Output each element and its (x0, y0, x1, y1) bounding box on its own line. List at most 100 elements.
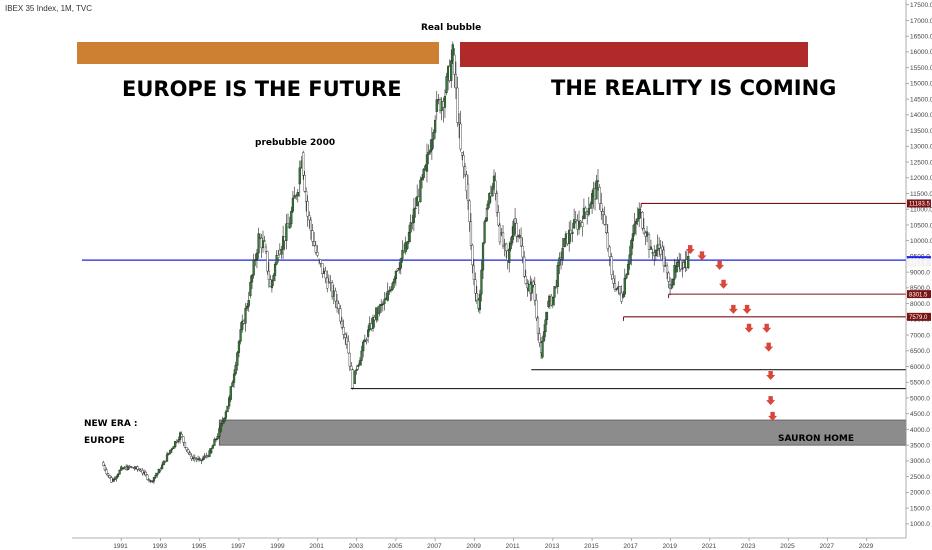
candle-body (454, 74, 458, 89)
candle-body (556, 265, 559, 287)
y-tick-label: 8000.0 (910, 301, 930, 308)
candle-body (200, 459, 203, 462)
candle-body (211, 445, 214, 449)
candle-body (255, 252, 259, 260)
candle-body (393, 278, 396, 284)
y-tick-label: 14000.0 (910, 112, 932, 119)
candle-body (505, 243, 508, 252)
candle-body (313, 241, 316, 246)
candle-body (631, 233, 635, 241)
down-arrow-icon (744, 323, 754, 333)
candle-body (523, 256, 526, 277)
candle-body (331, 282, 334, 297)
candle-body (362, 341, 365, 352)
candle-body (277, 255, 280, 258)
x-tick-label: 1993 (152, 543, 167, 550)
y-tick-label: 9000.0 (910, 269, 930, 276)
candle-body (232, 373, 236, 383)
candle-body (280, 249, 283, 255)
candle-body (445, 76, 448, 94)
candle-body (532, 281, 535, 286)
candle-body (223, 418, 226, 422)
candle-body (654, 250, 657, 257)
candle-body (457, 122, 461, 125)
candle-body (542, 331, 546, 342)
candle-body (226, 405, 229, 413)
candle-body (687, 256, 690, 269)
candle-body (321, 262, 324, 274)
orange-bar (77, 42, 439, 64)
candle-body (521, 245, 524, 258)
candle-body (391, 282, 394, 290)
candle-body (252, 259, 255, 276)
candle-body (553, 286, 556, 298)
candle-body (306, 201, 309, 217)
candle-body (667, 272, 670, 282)
candle-body (162, 460, 165, 466)
candle-body (480, 269, 483, 295)
candle-body (347, 341, 350, 354)
candle-body (348, 352, 351, 367)
candle-body (615, 287, 618, 290)
y-tick-label: 10500.0 (910, 222, 932, 229)
candle-body (622, 294, 625, 298)
y-tick-label: 3500.0 (910, 442, 930, 449)
candle-body (676, 262, 679, 267)
candle-body (584, 207, 587, 213)
candle-body (183, 442, 187, 448)
candle-body (475, 293, 478, 301)
candle-body (350, 365, 353, 371)
candle-body (118, 469, 121, 475)
candle-body (264, 246, 268, 252)
candle-body (378, 305, 381, 314)
annotation-europe: EUROPE (84, 436, 125, 446)
candle-body (563, 238, 566, 248)
candle-body (625, 274, 628, 279)
candle-body (121, 468, 124, 470)
candle-body (239, 329, 242, 342)
candle-body (345, 337, 348, 345)
candle-body (605, 224, 608, 233)
candle-body (344, 334, 347, 339)
candle-body (334, 290, 337, 302)
candle-body (434, 119, 437, 133)
candle-body (185, 447, 188, 451)
candle-body (298, 167, 301, 185)
candle-body (146, 474, 149, 480)
arrows-layer (685, 245, 778, 421)
candle-body (630, 240, 633, 256)
candle-body (296, 192, 299, 197)
candle-body (618, 286, 621, 294)
price-label: 11183.5 (909, 202, 930, 208)
annotation-sauron-home: SAURON HOME (778, 434, 854, 444)
candle-body (541, 341, 544, 358)
candle-body (491, 186, 494, 197)
candle-body (538, 333, 541, 344)
candle-body (474, 279, 477, 294)
candle-body (659, 248, 662, 255)
candle-body (450, 60, 453, 81)
candle-body (427, 151, 430, 155)
candle-body (610, 256, 613, 275)
candle-body (608, 246, 611, 257)
chart-title: IBEX 35 Index, 1M, TVC (5, 4, 92, 13)
y-tick-label: 2000.0 (910, 490, 930, 497)
candle-body (435, 99, 438, 112)
candle-body (267, 270, 270, 280)
candle-body (670, 284, 673, 289)
headline-reality-coming: THE REALITY IS COMING (551, 76, 836, 100)
candle-body (601, 211, 604, 216)
candle-body (547, 300, 550, 307)
down-arrow-icon (719, 279, 729, 289)
y-tick-label: 3000.0 (910, 458, 930, 465)
down-arrow-icon (685, 245, 695, 255)
annotation-real-bubble: Real bubble (421, 23, 481, 33)
candle-body (626, 263, 630, 275)
y-tick-label: 1500.0 (910, 505, 930, 512)
candle-body (381, 303, 384, 305)
candle-body (263, 240, 266, 242)
x-tick-label: 2025 (780, 543, 795, 550)
candle-body (254, 259, 257, 261)
candle-body (536, 317, 540, 334)
candle-body (180, 433, 183, 437)
